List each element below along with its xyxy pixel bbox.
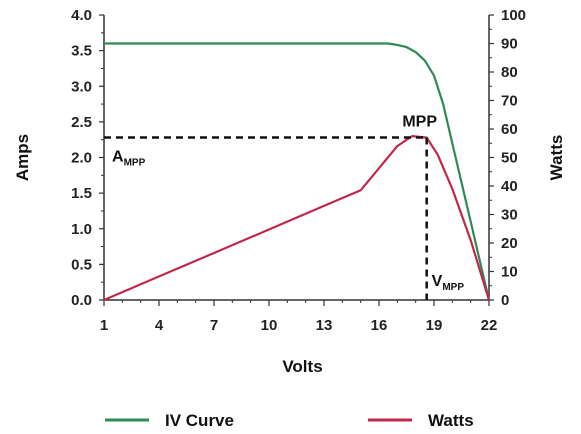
- y-axis-right-title: Watts: [547, 135, 566, 181]
- y-left-tick-label: 4.0: [71, 7, 92, 24]
- x-tick-label: 13: [316, 317, 333, 334]
- y-left-tick-label: 2.0: [71, 150, 92, 167]
- series-line-watts: [103, 135, 491, 302]
- x-tick-label: 7: [210, 317, 218, 334]
- y-left-tick-label: 3.0: [71, 78, 92, 95]
- y-left-tick-label: 3.5: [71, 43, 92, 60]
- mpp-label: MPP: [402, 114, 437, 131]
- x-tick-label: 1: [100, 317, 108, 334]
- series-line-iv-curve: [104, 42, 491, 301]
- series: [103, 42, 491, 302]
- y-right-tick-label: 10: [501, 264, 518, 281]
- v-mpp-label: VMPP: [432, 273, 465, 293]
- x-tick-label: 22: [481, 317, 498, 334]
- y-right-tick-label: 20: [501, 235, 518, 252]
- y-right-tick-label: 70: [501, 93, 518, 110]
- y-right-tick-label: 90: [501, 36, 518, 53]
- y-right-tick-label: 0: [501, 292, 509, 309]
- y-right-tick-label: 30: [501, 207, 518, 224]
- x-tick-label: 10: [261, 317, 278, 334]
- y-left-tick-label: 1.0: [71, 221, 92, 238]
- y-right-tick-label: 40: [501, 178, 518, 195]
- y-right-tick-label: 80: [501, 64, 518, 81]
- legend-label-watts: Watts: [428, 411, 474, 430]
- y-left-tick-label: 0.5: [71, 256, 92, 273]
- tick-labels: 0.0 0.5 1.0 1.5 2.0 2.5 3.0 3.5 4.0 0 10 20 30 40 50 60…: [13, 7, 566, 376]
- x-tick-label: 19: [426, 317, 443, 334]
- v-mpp-subscript: MPP: [442, 282, 464, 293]
- axes: [99, 14, 494, 306]
- y-left-tick-label: 0.0: [71, 292, 92, 309]
- a-mpp-subscript: MPP: [124, 158, 146, 169]
- a-mpp-label: AMPP: [112, 149, 146, 169]
- y-left-tick-label: 2.5: [71, 114, 92, 131]
- y-right-tick-label: 50: [501, 150, 518, 167]
- y-axis-left-title: Amps: [13, 134, 32, 181]
- legend: IV Curve Watts: [105, 411, 474, 430]
- y-right-tick-label: 60: [501, 121, 518, 138]
- legend-label-iv-curve: IV Curve: [165, 411, 234, 430]
- x-tick-label: 4: [155, 317, 164, 334]
- x-axis-title: Volts: [282, 357, 322, 376]
- x-tick-label: 16: [371, 317, 388, 334]
- y-left-tick-label: 1.5: [71, 185, 92, 202]
- y-right-tick-label: 100: [501, 7, 526, 24]
